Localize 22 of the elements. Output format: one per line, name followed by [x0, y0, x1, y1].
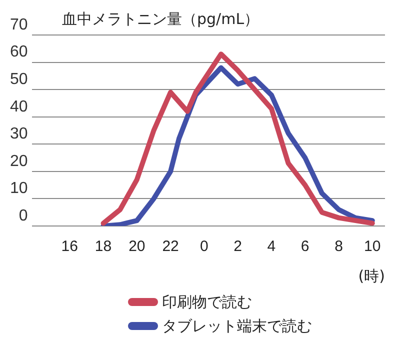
x-tick-label: 16	[61, 238, 78, 256]
x-tick-label: 2	[234, 238, 242, 256]
y-tick-label: 0	[18, 207, 28, 224]
x-tick-label: 18	[94, 238, 112, 256]
x-tick-label: 10	[364, 238, 381, 256]
x-tick-label: 4	[267, 238, 276, 256]
legend-label: 印刷物で読む	[162, 292, 252, 312]
x-tick-label: 8	[334, 238, 343, 256]
chart-title: 血中メラトニン量（pg/mL）	[62, 10, 260, 29]
x-tick-label: 22	[162, 238, 179, 256]
y-tick-label: 70	[10, 16, 28, 34]
legend-label: タブレット端末で読む	[162, 316, 312, 336]
y-tick-label: 10	[10, 180, 28, 198]
y-tick-label: 20	[10, 152, 28, 170]
y-tick-label: 30	[10, 126, 28, 143]
y-tick-label: 60	[10, 44, 28, 61]
x-tick-label: 6	[300, 238, 310, 256]
y-tick-label: 40	[10, 98, 28, 116]
y-tick-label: 50	[10, 70, 28, 88]
x-axis-title: (時)	[358, 266, 385, 285]
x-tick-label: 20	[128, 238, 146, 256]
x-tick-label: 0	[200, 238, 208, 256]
